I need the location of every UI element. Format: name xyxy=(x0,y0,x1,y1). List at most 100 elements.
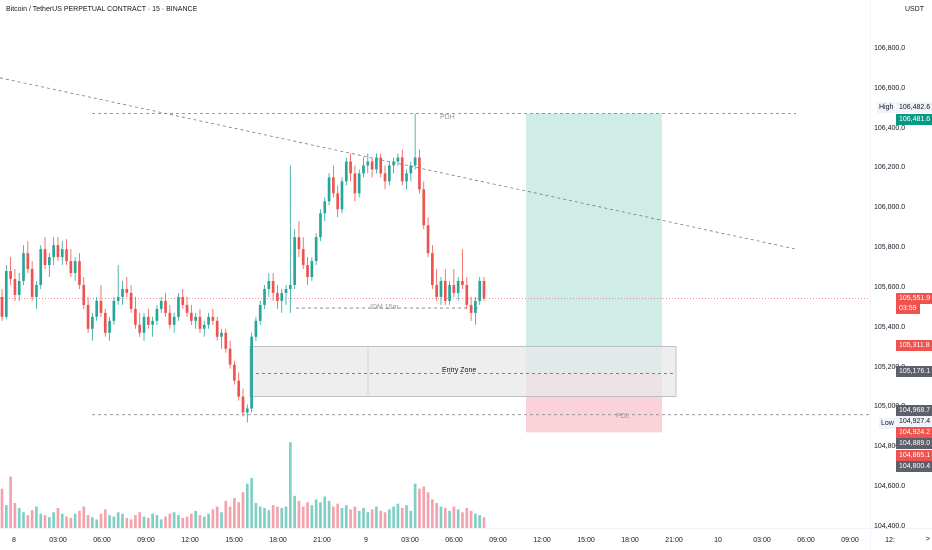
volume-bar xyxy=(215,506,219,528)
volume-bar xyxy=(146,517,150,528)
candle-body xyxy=(138,324,142,333)
volume-bar xyxy=(289,442,292,528)
candle-body xyxy=(91,316,94,329)
candle-body xyxy=(129,292,133,309)
idm-label: IDM 15m xyxy=(370,304,399,311)
volume-bar xyxy=(383,512,387,528)
entry-zone-box xyxy=(249,345,677,397)
time-axis-label: 06:00 xyxy=(445,537,463,544)
candle-body xyxy=(284,288,288,293)
candle-body xyxy=(121,288,124,297)
high-value-tag: 106,482.6 xyxy=(896,102,932,113)
candle-body xyxy=(241,396,245,413)
candle-body xyxy=(250,336,253,409)
volume-bar xyxy=(461,512,464,528)
volume-bar xyxy=(293,495,296,528)
candle-body xyxy=(353,173,357,194)
candle-body xyxy=(13,279,17,295)
time-axis-label: 8 xyxy=(12,537,16,544)
volume-bar xyxy=(168,513,172,528)
volume-bar xyxy=(387,509,391,528)
volume-bar xyxy=(30,510,34,528)
candle-body xyxy=(202,324,206,329)
volume-bar xyxy=(211,509,215,528)
volume-bar xyxy=(129,519,133,528)
currency-label[interactable]: USDT xyxy=(904,6,924,13)
candle-body xyxy=(52,245,55,258)
candle-body xyxy=(254,320,258,337)
price-axis-label: 105,800.0 xyxy=(874,244,906,252)
stop-price-tag: 104,924.2 xyxy=(896,427,932,438)
volume-bar xyxy=(151,513,154,528)
volume-bar xyxy=(469,510,473,528)
candle-body xyxy=(86,304,90,329)
volume-bar xyxy=(375,506,378,528)
volume-bar xyxy=(344,505,348,528)
candle-body xyxy=(327,177,331,202)
volume-bar xyxy=(108,515,111,528)
volume-bar xyxy=(241,492,245,528)
candle-body xyxy=(357,173,361,194)
time-axis-label: 06:00 xyxy=(93,537,111,544)
candle-body xyxy=(323,201,327,214)
volume-bar xyxy=(185,516,189,528)
volume-bar xyxy=(245,483,249,528)
volume-bar xyxy=(349,509,352,528)
candle-body xyxy=(22,253,25,281)
volume-bar xyxy=(116,512,120,528)
candle-body xyxy=(185,304,189,313)
price-tag-104865: 104,865.1 xyxy=(896,450,932,461)
volume-bar xyxy=(103,509,107,528)
target-zone xyxy=(526,113,662,374)
candle-body xyxy=(474,300,477,313)
high-label: High xyxy=(877,102,896,113)
candle-body xyxy=(263,288,266,305)
price-axis-divider xyxy=(870,0,871,550)
time-axis-label: 09:00 xyxy=(137,537,155,544)
candle-body xyxy=(198,316,202,329)
volume-bar xyxy=(220,512,223,528)
candle-body xyxy=(134,308,137,325)
volume-bar xyxy=(314,499,318,528)
volume-bar xyxy=(142,516,146,528)
price-tag-104889: 104,889.0 xyxy=(896,438,932,449)
volume-bar xyxy=(323,496,327,528)
volume-bar xyxy=(181,517,185,528)
candle-body xyxy=(108,320,111,333)
volume-bar xyxy=(207,513,210,528)
candle-body xyxy=(370,161,374,170)
candle-body xyxy=(142,316,146,333)
volume-bar xyxy=(177,515,180,528)
time-axis-label: 21:00 xyxy=(313,537,331,544)
candle-body xyxy=(73,261,77,274)
candle-body xyxy=(56,245,60,258)
volume-bar xyxy=(138,512,142,528)
volume-bar xyxy=(409,510,413,528)
volume-bar xyxy=(366,512,370,528)
time-axis-divider xyxy=(0,528,932,529)
candle-body xyxy=(439,280,443,297)
candle-body xyxy=(271,280,275,293)
candle-body xyxy=(26,253,30,270)
volume-bar xyxy=(254,502,258,528)
candle-body xyxy=(220,332,223,337)
candle-body xyxy=(400,157,404,182)
scroll-right-icon[interactable]: > xyxy=(925,536,930,543)
candle-body xyxy=(276,292,279,301)
low-value-tag: 104,927.4 xyxy=(896,416,932,427)
time-axis-label: 06:00 xyxy=(797,537,815,544)
volume-bar xyxy=(52,512,55,528)
volume-bar xyxy=(48,517,51,528)
candle-body xyxy=(461,280,464,285)
volume-bar xyxy=(482,517,486,528)
candle-body xyxy=(452,284,456,293)
volume-bar xyxy=(73,513,77,528)
candle-body xyxy=(418,157,421,190)
candle-body xyxy=(194,316,197,321)
candle-body xyxy=(336,193,340,210)
volume-bar xyxy=(35,506,38,528)
candle-body xyxy=(116,296,120,301)
candle-body xyxy=(448,284,451,301)
